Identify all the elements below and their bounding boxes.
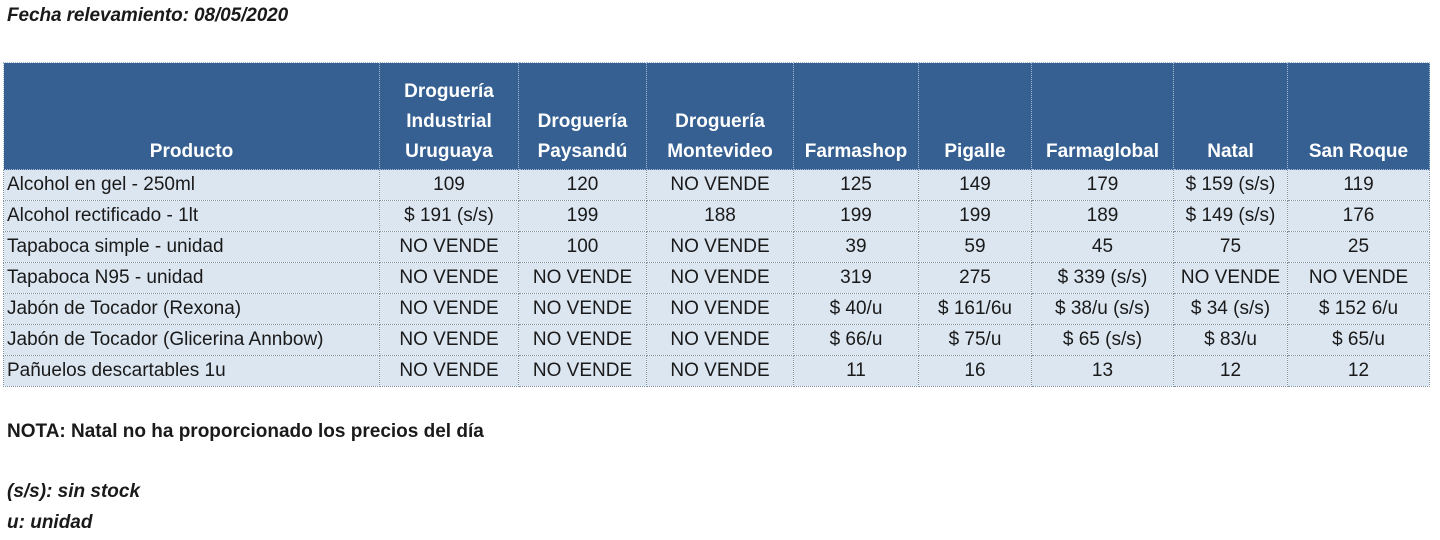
price-comparison-table: Producto Droguería Industrial Uruguaya D… [3, 62, 1430, 387]
cell-drogueria-industrial-uruguaya: 109 [379, 169, 519, 201]
cell-san-roque: 176 [1287, 200, 1430, 232]
cell-natal: $ 149 (s/s) [1173, 200, 1288, 232]
cell-natal: $ 34 (s/s) [1173, 293, 1288, 325]
table-row: Alcohol rectificado - 1lt $ 191 (s/s) 199 1… [3, 200, 1430, 232]
cell-natal: 75 [1173, 231, 1288, 263]
cell-farmashop: $ 40/u [793, 293, 919, 325]
cell-san-roque: $ 65/u [1287, 324, 1430, 356]
cell-producto: Tapaboca simple - unidad [3, 231, 380, 263]
cell-pigalle: $ 75/u [918, 324, 1032, 356]
cell-drogueria-paysandu: NO VENDE [518, 324, 647, 356]
header-drogueria-paysandu: Droguería Paysandú [518, 62, 647, 170]
cell-farmaglobal: 179 [1031, 169, 1174, 201]
cell-farmaglobal: $ 339 (s/s) [1031, 262, 1174, 294]
cell-farmaglobal: $ 65 (s/s) [1031, 324, 1174, 356]
header-pigalle: Pigalle [918, 62, 1032, 170]
cell-farmashop: 199 [793, 200, 919, 232]
cell-farmaglobal: 13 [1031, 355, 1174, 387]
cell-pigalle: 59 [918, 231, 1032, 263]
cell-producto: Alcohol en gel - 250ml [3, 169, 380, 201]
cell-pigalle: $ 161/6u [918, 293, 1032, 325]
cell-drogueria-paysandu: NO VENDE [518, 262, 647, 294]
table-row: Alcohol en gel - 250ml 109 120 NO VENDE 125 1… [3, 169, 1430, 201]
cell-drogueria-montevideo: NO VENDE [646, 293, 794, 325]
cell-pigalle: 16 [918, 355, 1032, 387]
cell-farmashop: 125 [793, 169, 919, 201]
table-row: Jabón de Tocador (Rexona) NO VENDE NO VEND… [3, 293, 1430, 325]
cell-farmaglobal: 189 [1031, 200, 1174, 232]
cell-san-roque: 25 [1287, 231, 1430, 263]
header-natal: Natal [1173, 62, 1288, 170]
cell-drogueria-industrial-uruguaya: NO VENDE [379, 231, 519, 263]
cell-drogueria-industrial-uruguaya: NO VENDE [379, 355, 519, 387]
cell-pigalle: 199 [918, 200, 1032, 232]
table-row: Tapaboca N95 - unidad NO VENDE NO VENDE NO … [3, 262, 1430, 294]
table-row: Pañuelos descartables 1u NO VENDE NO VENDE… [3, 355, 1430, 387]
cell-drogueria-industrial-uruguaya: $ 191 (s/s) [379, 200, 519, 232]
cell-drogueria-industrial-uruguaya: NO VENDE [379, 262, 519, 294]
header-farmaglobal: Farmaglobal [1031, 62, 1174, 170]
cell-producto: Alcohol rectificado - 1lt [3, 200, 380, 232]
cell-drogueria-montevideo: NO VENDE [646, 169, 794, 201]
cell-natal: $ 83/u [1173, 324, 1288, 356]
header-san-roque: San Roque [1287, 62, 1430, 170]
cell-natal: $ 159 (s/s) [1173, 169, 1288, 201]
cell-natal: NO VENDE [1173, 262, 1288, 294]
table-row: Jabón de Tocador (Glicerina Annbow) NO VE… [3, 324, 1430, 356]
cell-drogueria-paysandu: NO VENDE [518, 293, 647, 325]
table-body: Alcohol en gel - 250ml 109 120 NO VENDE 125 1… [3, 169, 1430, 387]
cell-drogueria-montevideo: NO VENDE [646, 231, 794, 263]
cell-pigalle: 275 [918, 262, 1032, 294]
cell-producto: Jabón de Tocador (Rexona) [3, 293, 380, 325]
cell-farmaglobal: $ 38/u (s/s) [1031, 293, 1174, 325]
cell-producto: Pañuelos descartables 1u [3, 355, 380, 387]
cell-san-roque: 119 [1287, 169, 1430, 201]
header-farmashop: Farmashop [793, 62, 919, 170]
header-drogueria-montevideo: Droguería Montevideo [646, 62, 794, 170]
cell-drogueria-industrial-uruguaya: NO VENDE [379, 324, 519, 356]
cell-farmashop: 39 [793, 231, 919, 263]
cell-farmashop: 319 [793, 262, 919, 294]
cell-producto: Jabón de Tocador (Glicerina Annbow) [3, 324, 380, 356]
cell-farmaglobal: 45 [1031, 231, 1174, 263]
note-text: NOTA: Natal no ha proporcionado los prec… [7, 421, 484, 442]
cell-san-roque: 12 [1287, 355, 1430, 387]
cell-san-roque: NO VENDE [1287, 262, 1430, 294]
header-drogueria-industrial-uruguaya: Droguería Industrial Uruguaya [379, 62, 519, 170]
cell-drogueria-paysandu: NO VENDE [518, 355, 647, 387]
cell-drogueria-montevideo: NO VENDE [646, 324, 794, 356]
cell-producto: Tapaboca N95 - unidad [3, 262, 380, 294]
legend-sin-stock: (s/s): sin stock [7, 481, 141, 502]
cell-drogueria-montevideo: NO VENDE [646, 355, 794, 387]
legend-unidad: u: unidad [7, 512, 93, 533]
header-producto: Producto [3, 62, 380, 170]
table-row: Tapaboca simple - unidad NO VENDE 100 NO VE… [3, 231, 1430, 263]
cell-farmashop: $ 66/u [793, 324, 919, 356]
cell-pigalle: 149 [918, 169, 1032, 201]
cell-drogueria-montevideo: NO VENDE [646, 262, 794, 294]
cell-drogueria-paysandu: 199 [518, 200, 647, 232]
cell-farmashop: 11 [793, 355, 919, 387]
cell-drogueria-industrial-uruguaya: NO VENDE [379, 293, 519, 325]
cell-drogueria-montevideo: 188 [646, 200, 794, 232]
cell-drogueria-paysandu: 100 [518, 231, 647, 263]
table-header-row: Producto Droguería Industrial Uruguaya D… [3, 62, 1430, 170]
cell-drogueria-paysandu: 120 [518, 169, 647, 201]
survey-date: Fecha relevamiento: 08/05/2020 [7, 5, 289, 26]
cell-natal: 12 [1173, 355, 1288, 387]
cell-san-roque: $ 152 6/u [1287, 293, 1430, 325]
